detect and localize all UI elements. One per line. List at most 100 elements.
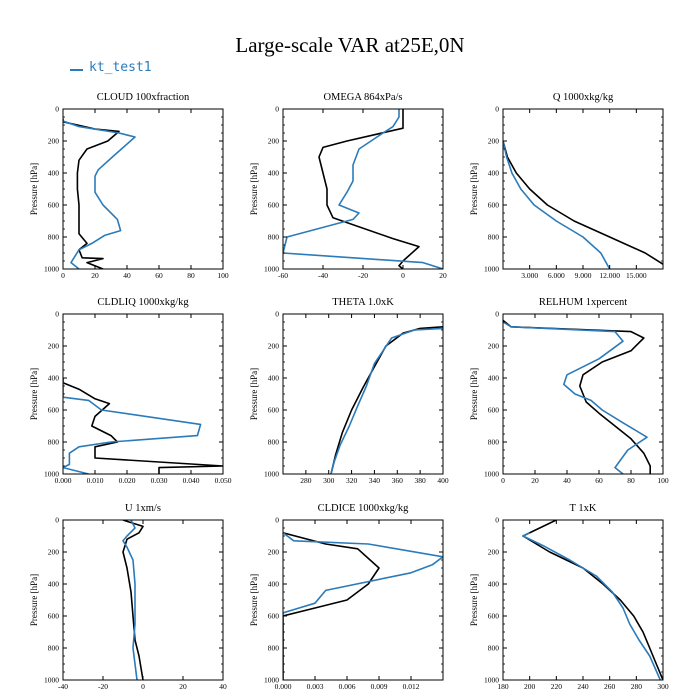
x-tick-label: 20 bbox=[439, 271, 447, 280]
subplot-5: THETA 1.0xK 0 200 400 600 800 1000 280 300 320 340… bbox=[249, 297, 449, 485]
y-tick-label: 1000 bbox=[44, 470, 59, 479]
y-tick-label: 400 bbox=[268, 374, 280, 383]
x-tick-label: -60 bbox=[278, 271, 288, 280]
y-tick-label: 1000 bbox=[44, 265, 59, 274]
y-axis-label: Pressure [hPa] bbox=[249, 574, 259, 626]
subplot-title: THETA 1.0xK bbox=[332, 297, 394, 308]
x-tick-label: 0.000 bbox=[275, 682, 292, 691]
y-tick-label: 0 bbox=[55, 105, 59, 114]
y-tick-label: 400 bbox=[268, 580, 280, 589]
plot-frame bbox=[502, 108, 664, 270]
x-tick-label: 40 bbox=[123, 271, 131, 280]
x-tick-label: 0 bbox=[61, 271, 65, 280]
y-tick-label: 1000 bbox=[484, 676, 499, 685]
x-tick-label: 15.000 bbox=[626, 271, 647, 280]
x-tick-label: 0 bbox=[501, 476, 505, 485]
series-line-control bbox=[503, 140, 663, 265]
y-tick-label: 600 bbox=[268, 612, 280, 621]
x-tick-label: 180 bbox=[497, 682, 509, 691]
y-tick-label: 400 bbox=[48, 169, 60, 178]
y-axis-label: Pressure [hPa] bbox=[249, 163, 259, 215]
y-tick-label: 400 bbox=[488, 169, 500, 178]
page-title: Large-scale VAR at25E,0N bbox=[235, 33, 465, 57]
y-tick-label: 200 bbox=[488, 548, 500, 557]
y-tick-label: 1000 bbox=[484, 265, 499, 274]
series-line-kt-test1 bbox=[283, 109, 443, 269]
series-line-kt-test1 bbox=[122, 520, 138, 680]
x-tick-label: 280 bbox=[300, 476, 312, 485]
y-tick-label: 200 bbox=[268, 548, 280, 557]
y-tick-label: 800 bbox=[488, 644, 500, 653]
y-tick-label: 600 bbox=[488, 201, 500, 210]
x-tick-label: -20 bbox=[358, 271, 368, 280]
y-tick-label: 0 bbox=[55, 310, 59, 319]
x-tick-label: 240 bbox=[577, 682, 589, 691]
x-tick-label: 220 bbox=[551, 682, 563, 691]
x-tick-label: 0.006 bbox=[339, 682, 356, 691]
subplot-title: CLDLIQ 1000xkg/kg bbox=[97, 297, 189, 308]
x-tick-label: 0.009 bbox=[371, 682, 388, 691]
series-line-control bbox=[330, 326, 443, 474]
plot-frame bbox=[62, 519, 224, 681]
y-tick-label: 400 bbox=[488, 580, 500, 589]
y-tick-label: 400 bbox=[268, 169, 280, 178]
y-tick-label: 200 bbox=[488, 137, 500, 146]
y-tick-label: 0 bbox=[275, 310, 279, 319]
y-axis-label: Pressure [hPa] bbox=[469, 368, 479, 420]
y-tick-label: 0 bbox=[55, 516, 59, 525]
y-tick-label: 1000 bbox=[484, 470, 499, 479]
series-line-control bbox=[503, 319, 652, 474]
x-tick-label: 0.010 bbox=[87, 476, 104, 485]
y-axis-label: Pressure [hPa] bbox=[29, 574, 39, 626]
series-line-kt-test1 bbox=[503, 321, 648, 474]
series-line-control bbox=[63, 118, 120, 269]
x-tick-label: 0 bbox=[141, 682, 145, 691]
y-tick-label: 600 bbox=[48, 406, 60, 415]
subplot-title: RELHUM 1xpercent bbox=[539, 297, 627, 308]
series-line-control bbox=[283, 532, 380, 680]
x-tick-label: 340 bbox=[369, 476, 381, 485]
x-tick-label: 200 bbox=[524, 682, 536, 691]
y-tick-label: 800 bbox=[48, 233, 60, 242]
y-tick-label: 600 bbox=[48, 612, 60, 621]
x-tick-label: 0 bbox=[401, 271, 405, 280]
y-tick-label: 800 bbox=[488, 233, 500, 242]
series-line-kt-test1 bbox=[63, 378, 202, 474]
subplot-title: U 1xm/s bbox=[125, 503, 161, 514]
series-line-kt-test1 bbox=[283, 532, 443, 680]
series-line-control bbox=[522, 520, 663, 680]
y-tick-label: 200 bbox=[48, 342, 60, 351]
x-tick-label: 9.000 bbox=[575, 271, 592, 280]
legend-line-swatch bbox=[70, 69, 83, 71]
y-tick-label: 1000 bbox=[44, 676, 59, 685]
series-line-kt-test1 bbox=[522, 532, 662, 680]
x-tick-label: 20 bbox=[179, 682, 187, 691]
x-tick-label: 0.012 bbox=[403, 682, 420, 691]
y-tick-label: 400 bbox=[488, 374, 500, 383]
y-tick-label: 600 bbox=[268, 406, 280, 415]
x-tick-label: 360 bbox=[392, 476, 404, 485]
y-tick-label: 200 bbox=[48, 548, 60, 557]
x-tick-label: 80 bbox=[627, 476, 635, 485]
y-tick-label: 0 bbox=[495, 310, 499, 319]
subplot-title: CLDICE 1000xkg/kg bbox=[318, 503, 409, 514]
y-axis-label: Pressure [hPa] bbox=[469, 574, 479, 626]
series-line-control bbox=[122, 520, 144, 680]
y-tick-label: 200 bbox=[48, 137, 60, 146]
x-tick-label: 100 bbox=[657, 476, 669, 485]
y-tick-label: 0 bbox=[275, 105, 279, 114]
x-tick-label: -40 bbox=[318, 271, 328, 280]
x-tick-label: 260 bbox=[604, 682, 616, 691]
y-axis-label: Pressure [hPa] bbox=[29, 163, 39, 215]
subplot-title: Q 1000xkg/kg bbox=[553, 92, 614, 103]
y-tick-label: 800 bbox=[48, 438, 60, 447]
y-tick-label: 800 bbox=[268, 644, 280, 653]
x-tick-label: 0.040 bbox=[183, 476, 200, 485]
y-tick-label: 600 bbox=[488, 612, 500, 621]
y-tick-label: 400 bbox=[48, 580, 60, 589]
